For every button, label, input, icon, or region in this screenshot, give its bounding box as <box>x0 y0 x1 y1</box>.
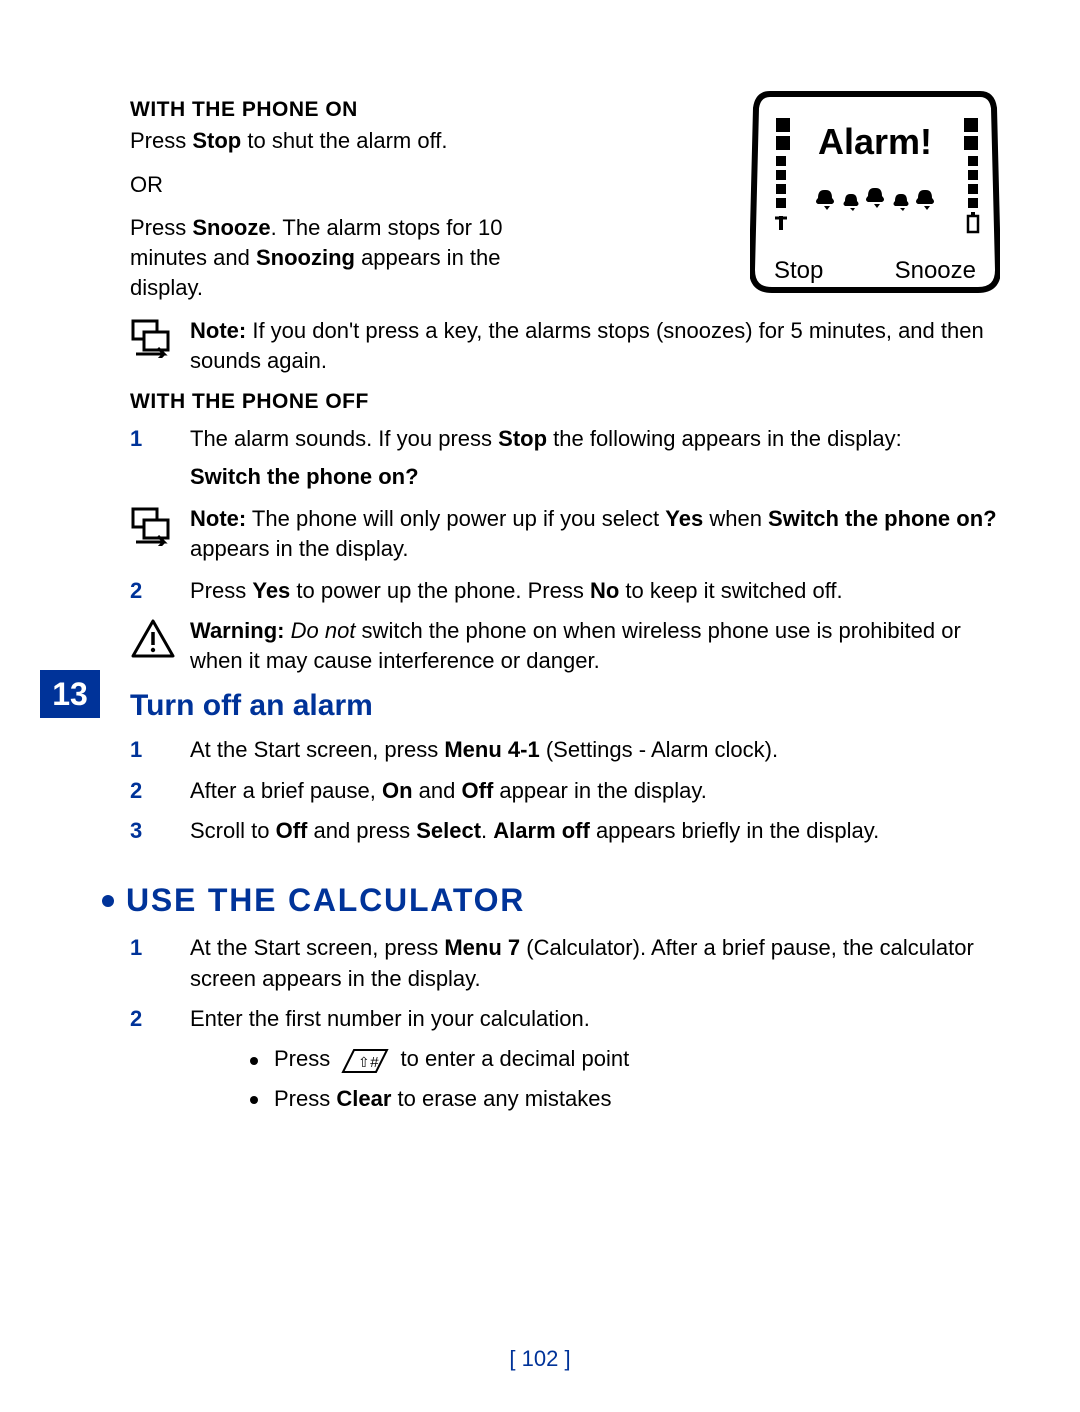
list-item: 3 Scroll to Off and press Select. Alarm … <box>130 816 1000 846</box>
note-icon <box>130 506 176 546</box>
svg-text:#: # <box>370 1054 379 1071</box>
phone-on-line1: Press Stop to shut the alarm off. <box>130 126 550 156</box>
warning-row: Warning: Do not switch the phone on when… <box>130 616 1000 675</box>
note-1: Note: If you don't press a key, the alar… <box>130 316 1000 375</box>
phone-on-heading: WITH THE PHONE ON <box>130 98 550 122</box>
list-item: 2 Enter the first number in your calcula… <box>130 1004 1000 1034</box>
switch-phone-prompt: Switch the phone on? <box>190 464 1000 490</box>
section-number-tab: 13 <box>40 670 100 718</box>
note-2: Note: The phone will only power up if yo… <box>130 504 1000 563</box>
alarm-screen-illustration: Alarm! Stop Snooze <box>750 90 1000 295</box>
page-number: [ 102 ] <box>0 1346 1080 1372</box>
list-item: 1 The alarm sounds. If you press Stop th… <box>130 424 1000 454</box>
hash-key-icon: ⇧ # <box>340 1046 390 1076</box>
use-calculator-heading: USE THE CALCULATOR <box>102 882 1000 919</box>
note-icon <box>130 318 176 358</box>
or-label: OR <box>130 170 550 200</box>
list-item: 2 Press Yes to power up the phone. Press… <box>130 576 1000 606</box>
list-item: 1 At the Start screen, press Menu 4-1 (S… <box>130 735 1000 765</box>
warning-icon <box>130 618 176 660</box>
sub-bullet: Press ⇧ # to enter a decimal point <box>250 1044 1000 1075</box>
phone-off-heading: WITH THE PHONE OFF <box>130 390 1000 414</box>
bullet-icon <box>102 895 114 907</box>
list-item: 1 At the Start screen, press Menu 7 (Cal… <box>130 933 1000 994</box>
svg-text:Alarm!: Alarm! <box>818 121 932 162</box>
svg-text:⇧: ⇧ <box>358 1054 370 1070</box>
list-item: 2 After a brief pause, On and Off appear… <box>130 776 1000 806</box>
svg-text:Snooze: Snooze <box>895 257 976 284</box>
svg-text:Stop: Stop <box>774 257 823 284</box>
phone-on-line2: Press Snooze. The alarm stops for 10 min… <box>130 213 550 302</box>
sub-bullet: Press Clear to erase any mistakes <box>250 1084 1000 1115</box>
turn-off-alarm-heading: Turn off an alarm <box>130 689 1000 723</box>
